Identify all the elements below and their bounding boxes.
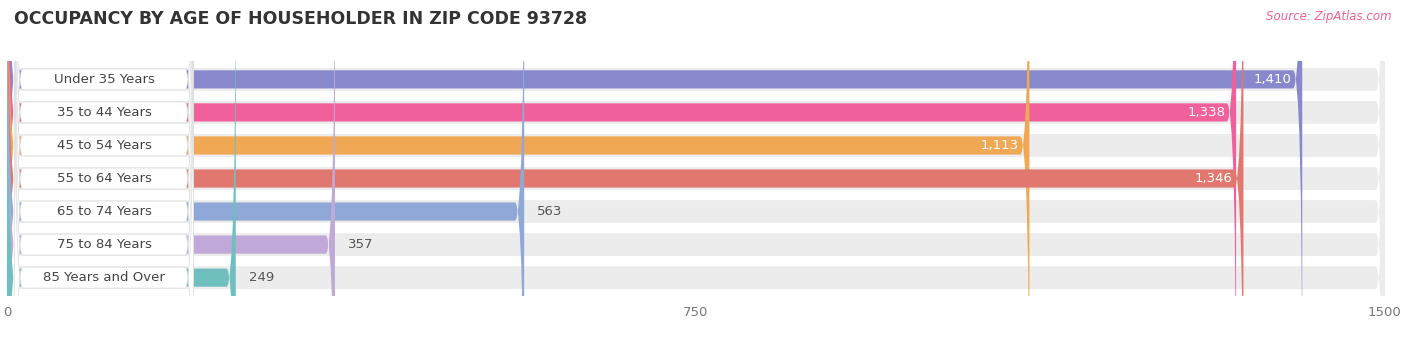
FancyBboxPatch shape <box>7 0 1385 340</box>
Text: 357: 357 <box>347 238 374 251</box>
FancyBboxPatch shape <box>14 0 194 340</box>
FancyBboxPatch shape <box>7 0 1029 340</box>
Text: 249: 249 <box>249 271 274 284</box>
FancyBboxPatch shape <box>7 0 1385 340</box>
FancyBboxPatch shape <box>7 0 1385 340</box>
FancyBboxPatch shape <box>7 0 524 340</box>
FancyBboxPatch shape <box>7 0 1385 340</box>
Text: 55 to 64 Years: 55 to 64 Years <box>56 172 152 185</box>
Text: 65 to 74 Years: 65 to 74 Years <box>56 205 152 218</box>
FancyBboxPatch shape <box>7 0 1243 340</box>
FancyBboxPatch shape <box>7 0 1385 340</box>
Text: 563: 563 <box>537 205 562 218</box>
Text: 1,410: 1,410 <box>1253 73 1291 86</box>
Text: 1,338: 1,338 <box>1187 106 1225 119</box>
FancyBboxPatch shape <box>14 0 194 340</box>
Text: 85 Years and Over: 85 Years and Over <box>44 271 165 284</box>
FancyBboxPatch shape <box>7 0 1236 340</box>
Text: 35 to 44 Years: 35 to 44 Years <box>56 106 152 119</box>
Text: OCCUPANCY BY AGE OF HOUSEHOLDER IN ZIP CODE 93728: OCCUPANCY BY AGE OF HOUSEHOLDER IN ZIP C… <box>14 10 588 28</box>
Text: 1,346: 1,346 <box>1195 172 1233 185</box>
FancyBboxPatch shape <box>7 0 1302 340</box>
FancyBboxPatch shape <box>7 0 1385 340</box>
FancyBboxPatch shape <box>14 0 194 340</box>
FancyBboxPatch shape <box>14 0 194 340</box>
FancyBboxPatch shape <box>7 0 335 340</box>
FancyBboxPatch shape <box>14 0 194 340</box>
FancyBboxPatch shape <box>14 0 194 340</box>
FancyBboxPatch shape <box>7 0 1385 340</box>
FancyBboxPatch shape <box>14 0 194 340</box>
Text: Under 35 Years: Under 35 Years <box>53 73 155 86</box>
Text: Source: ZipAtlas.com: Source: ZipAtlas.com <box>1267 10 1392 23</box>
FancyBboxPatch shape <box>7 0 236 340</box>
Text: 75 to 84 Years: 75 to 84 Years <box>56 238 152 251</box>
Text: 45 to 54 Years: 45 to 54 Years <box>56 139 152 152</box>
Text: 1,113: 1,113 <box>980 139 1018 152</box>
